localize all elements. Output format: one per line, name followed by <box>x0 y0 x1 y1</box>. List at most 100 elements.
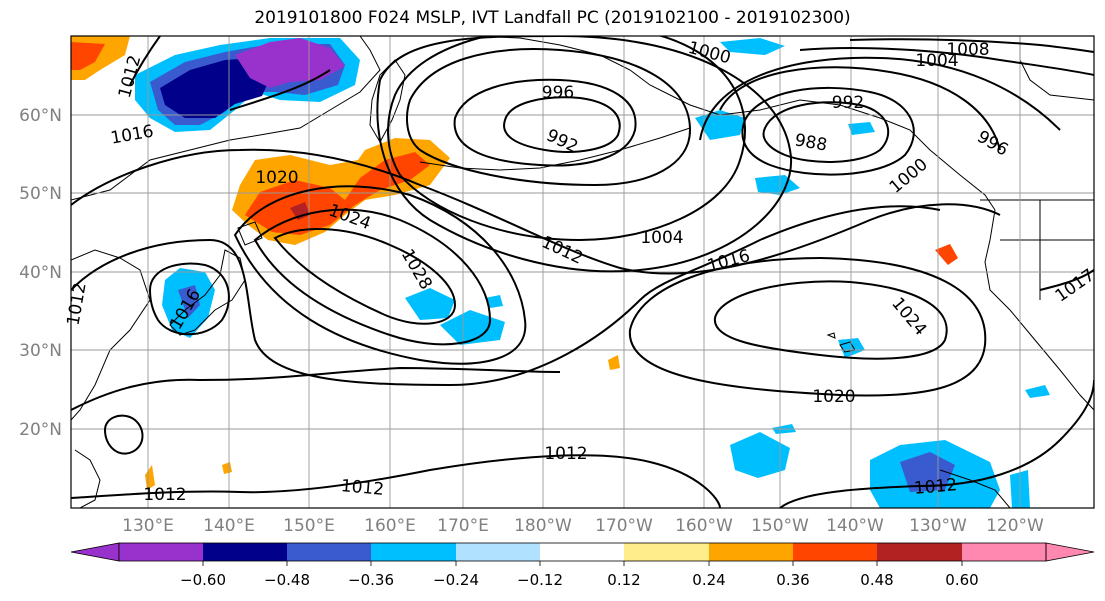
map-plot-area <box>71 36 1094 508</box>
isobar-1016 <box>71 148 1001 275</box>
isobar-1004 <box>387 36 746 242</box>
lon-label: 160°E <box>364 516 416 536</box>
isobar-992 <box>503 96 621 153</box>
isobar-996-nw <box>229 69 331 111</box>
isobar-996-east <box>719 66 1001 151</box>
colorbar: −0.60 −0.48 −0.36 −0.24 −0.12 0.12 0.24 … <box>70 542 1095 589</box>
contour-label: 1008 <box>946 40 989 60</box>
isobar-988 <box>762 101 890 163</box>
colorbar-tick-label: −0.24 <box>433 571 479 589</box>
isobar-1020-closed <box>103 414 144 455</box>
colorbar-segment <box>371 543 456 561</box>
isobar-1012-south <box>71 454 721 508</box>
colorbar-tick-label: 0.36 <box>776 571 809 589</box>
asia-coastline <box>71 249 151 421</box>
colorbar-segment <box>962 543 1046 561</box>
isobar-1008-north <box>849 38 1094 53</box>
colorbar-tick-label: 0.24 <box>692 571 725 589</box>
lat-label: 20°N <box>19 420 62 440</box>
lon-label: 150°E <box>283 516 335 536</box>
lat-label: 30°N <box>19 341 62 361</box>
lon-label: 130°W <box>909 516 967 536</box>
latitude-labels: 60°N 50°N 40°N 30°N 20°N <box>19 106 62 440</box>
ivt-negative-region <box>160 58 270 118</box>
lon-label: 120°W <box>986 516 1044 536</box>
lon-label: 150°W <box>751 516 809 536</box>
colorbar-segment <box>709 543 793 561</box>
ivt-negative-region <box>720 38 785 55</box>
isobar-1016-japan <box>148 262 230 336</box>
colorbar-segment <box>624 543 709 561</box>
colorbar-segment <box>287 543 371 561</box>
colorbar-segment <box>203 543 287 561</box>
isobar-1017-east <box>1039 269 1094 291</box>
ivt-negative-region <box>730 432 790 478</box>
lon-label: 130°E <box>122 516 174 536</box>
contour-label: 992 <box>832 93 864 113</box>
contour-label: 1020 <box>255 168 298 188</box>
colorbar-tick-label: −0.36 <box>348 571 394 589</box>
contour-label: 1004 <box>915 51 958 71</box>
colorbar-right-arrow <box>1045 542 1095 562</box>
alaska-coastline <box>469 36 996 211</box>
philippines-coastline <box>74 449 101 508</box>
ivt-negative-region <box>1025 385 1050 398</box>
lon-label: 170°E <box>437 516 489 536</box>
map-frame <box>70 35 1095 509</box>
lon-label: 140°W <box>826 516 884 536</box>
map-title: 2019101800 F024 MSLP, IVT Landfall PC (2… <box>254 8 851 28</box>
contour-label: 1012 <box>340 476 385 500</box>
ivt-negative-region <box>235 38 345 88</box>
colorbar-segment <box>119 543 203 561</box>
colorbar-segment <box>877 543 962 561</box>
ivt-negative-region <box>178 285 200 318</box>
contour-label: 1004 <box>640 228 683 248</box>
north-america-coastline <box>984 209 1094 411</box>
japan-coastline <box>237 221 263 246</box>
isobar-1024-east <box>713 280 948 360</box>
lon-label: 170°W <box>595 516 653 536</box>
colorbar-frame <box>118 542 1047 562</box>
contour-label: 996 <box>542 83 574 103</box>
isobar-1012 <box>71 205 941 387</box>
colorbar-tick-label: −0.48 <box>264 571 310 589</box>
ivt-positive-region <box>222 462 232 474</box>
hawaii-coastline <box>826 332 836 339</box>
lat-label: 50°N <box>19 184 62 204</box>
asia-coastline <box>71 36 381 201</box>
isobars <box>71 36 1094 508</box>
isobar-1000 <box>406 48 692 187</box>
kamchatka-coastline <box>369 59 406 144</box>
colorbar-segment <box>456 543 540 561</box>
isobar-1012-nw <box>129 36 161 86</box>
colorbar-left-arrow <box>70 542 120 562</box>
isobar-1004-north <box>799 47 1094 76</box>
longitude-labels: 130°E 140°E 150°E 160°E 170°E 180°W 170°… <box>122 516 1044 536</box>
graticule <box>71 36 1094 508</box>
contour-label: 1012 <box>913 475 958 499</box>
ivt-negative-region <box>485 295 503 308</box>
lon-label: 180°W <box>514 516 572 536</box>
colorbar-segment <box>793 543 877 561</box>
lat-label: 60°N <box>19 106 62 126</box>
lat-label: 40°N <box>19 263 62 283</box>
ivt-negative-region <box>405 288 455 320</box>
ivt-positive-region <box>71 42 105 70</box>
isobar-996 <box>453 78 637 167</box>
isobar-1028 <box>273 228 457 325</box>
contour-label: 1020 <box>812 387 855 407</box>
ivt-negative-region <box>440 310 505 345</box>
colorbar-tick-label: −0.60 <box>180 571 226 589</box>
ivt-negative-region <box>900 452 955 492</box>
isobar-1020 <box>233 185 527 365</box>
colorbar-tick-label: 0.48 <box>860 571 893 589</box>
ivt-positive-region <box>245 152 430 235</box>
lon-label: 140°E <box>203 516 255 536</box>
isobar-1024 <box>253 208 492 346</box>
contour-label: 1012 <box>143 485 186 505</box>
contour-label: 1012 <box>544 444 587 464</box>
colorbar-segment <box>540 543 624 561</box>
isobar-1016-south <box>71 366 561 411</box>
ivt-positive-region <box>608 355 620 370</box>
